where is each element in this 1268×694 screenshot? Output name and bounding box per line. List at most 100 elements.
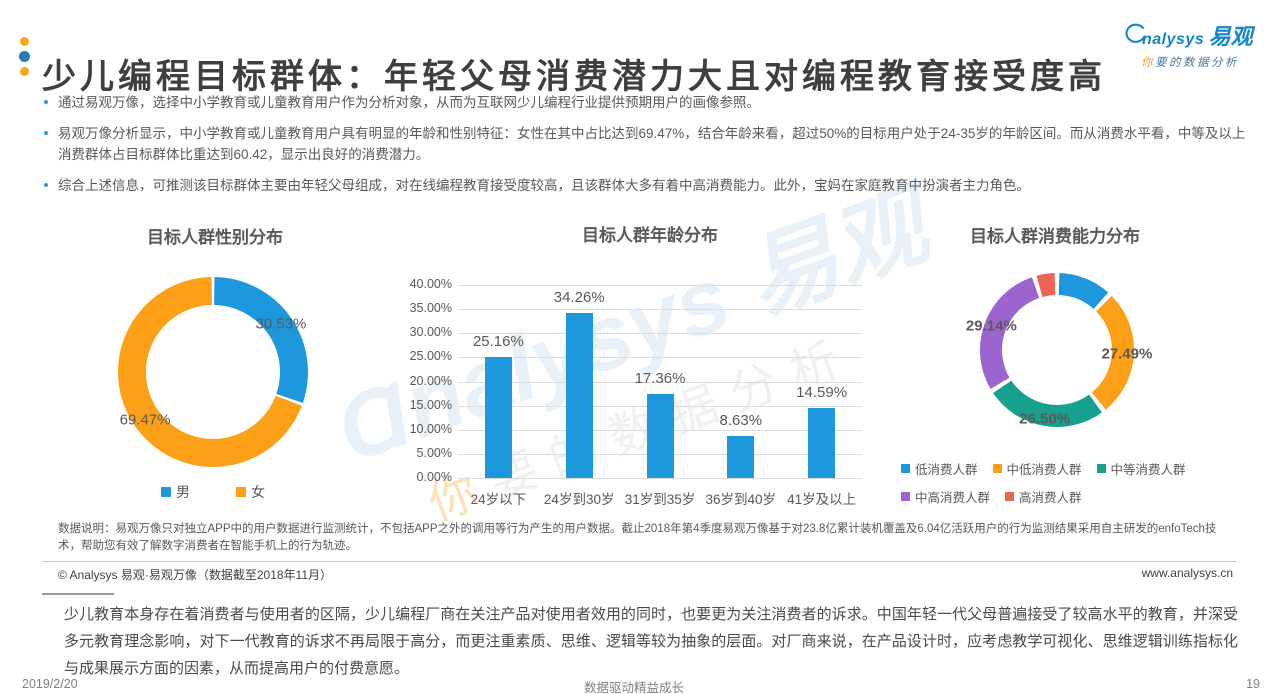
bar-value-label: 25.16% (472, 332, 524, 350)
legend-item: 男 (161, 482, 190, 502)
donut-svg (118, 277, 308, 467)
legend-item: 中低消费人群 (992, 459, 1082, 478)
y-axis-tick-label: 30.00% (409, 325, 452, 340)
legend-row: 中高消费人群 高消费人群 (901, 487, 1241, 506)
consumption-chart-title: 目标人群消费能力分布 (970, 227, 1140, 246)
age-bar-chart: 0.00% 5.00% 10.00% 15.00% 20.00% 25.00% 30.00%… (396, 277, 870, 513)
grid-line (458, 381, 862, 383)
footer-slogan: 数据驱动精益成长 (583, 681, 684, 694)
logo-swoosh-icon (1125, 23, 1146, 43)
y-axis-tick-label: 35.00% (409, 301, 452, 316)
legend-swatch-icon (901, 464, 910, 473)
legend-item: 中等消费人群 (1096, 459, 1186, 478)
legend-item: 女 (236, 482, 265, 502)
category-label: 24岁以下 (470, 492, 527, 507)
y-axis-tick-label: 20.00% (409, 373, 452, 388)
legend-label: 男 (176, 484, 190, 500)
legend-item: 高消费人群 (1005, 487, 1082, 506)
title-dot-icon (20, 67, 29, 76)
donut-segment (993, 380, 1102, 427)
page-title: 少儿编程目标群体：年轻父母消费潜力大且对编程教育接受度高 (42, 57, 1106, 96)
category-label: 36岁到40岁 (705, 492, 777, 507)
y-axis-tick-label: 40.00% (409, 277, 452, 291)
footer-date: 2019/2/20 (22, 677, 78, 691)
y-axis-tick-label: 15.00% (409, 397, 452, 412)
legend-swatch-icon (1005, 492, 1015, 501)
bullet-icon (44, 130, 48, 135)
bar-value-label: 8.63% (719, 412, 763, 430)
title-dot-icon (20, 37, 29, 46)
website-url: www.analysys.cn (1141, 566, 1233, 580)
donut-segment (1036, 273, 1056, 298)
bullet-item: 通过易观万像，选择中小学教育或儿童教育用户作为分析对象，从而为互联网少儿编程行业… (42, 92, 1246, 114)
logo-brand: nalysys 易观 (1125, 23, 1264, 53)
bullet-item: 易观万像分析显示，中小学教育或儿童教育用户具有明显的年龄和性别特征：女性在其中占… (42, 123, 1246, 166)
bar (727, 436, 755, 478)
bar-value-label: 14.59% (796, 383, 848, 401)
legend-swatch-icon (901, 492, 910, 501)
category-label: 41岁及以上 (787, 492, 857, 507)
legend-label: 中低消费人群 (1006, 463, 1082, 477)
summary-paragraph: 少儿教育本身存在着消费者与使用者的区隔，少儿编程厂商在关注产品对使用者效用的同时… (64, 606, 1238, 677)
legend-label: 低消费人群 (915, 463, 978, 477)
legend-swatch-icon (992, 464, 1002, 473)
donut-segment (213, 277, 308, 403)
analysys-logo: nalysys 易观 你要的数据分析 (1125, 23, 1264, 70)
donut-svg (980, 273, 1134, 427)
bar (808, 407, 836, 478)
donut-value-label: 69.47% (119, 411, 171, 429)
bullet-icon (44, 182, 48, 187)
legend-label: 中等消费人群 (1110, 463, 1186, 477)
legend-label: 高消费人群 (1019, 491, 1082, 505)
legend-swatch-icon (1096, 464, 1106, 473)
age-chart-title: 目标人群年龄分布 (582, 226, 718, 245)
grid-line (458, 285, 862, 286)
legend-item: 低消费人群 (901, 459, 978, 478)
bullet-icon (44, 100, 48, 104)
donut-segment (980, 277, 1040, 389)
bullet-item: 综合上述信息，可推测该目标群体主要由年轻父母组成，对在线编程教育接受度较高，且该… (42, 175, 1246, 197)
gender-donut-chart: 30.53% 69.47% (118, 277, 308, 467)
bullet-text: 通过易观万像，选择中小学教育或儿童教育用户作为分析对象，从而为互联网少儿编程行业… (58, 95, 760, 110)
copyright-text: © Analysys 易观·易观万像（数据截至2018年11月） (58, 568, 333, 582)
legend-swatch-icon (236, 487, 246, 497)
gender-chart-legend: 男女 (63, 482, 363, 502)
bullet-list: 通过易观万像，选择中小学教育或儿童教育用户作为分析对象，从而为互联网少儿编程行业… (42, 92, 1246, 205)
logo-text-cn: 易观 (1208, 24, 1253, 49)
legend-label: 女 (251, 484, 265, 500)
grid-line (458, 333, 862, 335)
donut-value-label: 27.49% (1101, 345, 1153, 363)
legend-row: 低消费人群 中低消费人群 中等消费人群 (901, 459, 1241, 478)
grid-line (458, 357, 862, 359)
donut-value-label: 26.50% (1019, 410, 1071, 428)
bullet-text: 综合上述信息，可推测该目标群体主要由年轻父母组成，对在线编程教育接受度较高，且该… (58, 177, 1030, 193)
y-axis-tick-label: 5.00% (416, 445, 452, 460)
bullet-text: 易观万像分析显示，中小学教育或儿童教育用户具有明显的年龄和性别特征：女性在其中占… (58, 125, 1246, 163)
bar (646, 394, 674, 478)
bar (484, 356, 512, 478)
legend-item: 中高消费人群 (901, 487, 990, 506)
donut-segment (118, 277, 302, 467)
category-label: 24岁到30岁 (543, 492, 615, 507)
legend-label: 中高消费人群 (915, 491, 991, 505)
grid-line (458, 478, 862, 479)
consumption-chart-legend: 低消费人群 中低消费人群 中等消费人群中高消费人群 高消费人群 (901, 459, 1241, 515)
consumption-donut-chart: 27.49% 26.50% 29.14% (966, 273, 1152, 428)
bar-value-label: 17.36% (634, 370, 686, 388)
donut-segment (1091, 295, 1134, 410)
y-axis-tick-label: 25.00% (409, 349, 452, 364)
logo-tagline: 你要的数据分析 (1141, 57, 1239, 69)
gender-chart-title: 目标人群性别分布 (147, 228, 283, 247)
section-divider (42, 593, 114, 595)
donut-value-label: 29.14% (965, 317, 1017, 335)
bar-value-label: 34.26% (553, 288, 605, 306)
title-dot-icon (19, 51, 30, 62)
legend-swatch-icon (161, 487, 171, 497)
footer-page-number: 19 (1246, 677, 1260, 691)
grid-line (458, 309, 862, 311)
logo-text-en: nalysys (1142, 31, 1205, 48)
bar (565, 312, 593, 478)
category-label: 31岁到35岁 (624, 492, 696, 507)
data-note: 数据说明：易观万像只对独立APP中的用户数据进行监测统计，不包括APP之外的调用… (42, 518, 1236, 562)
